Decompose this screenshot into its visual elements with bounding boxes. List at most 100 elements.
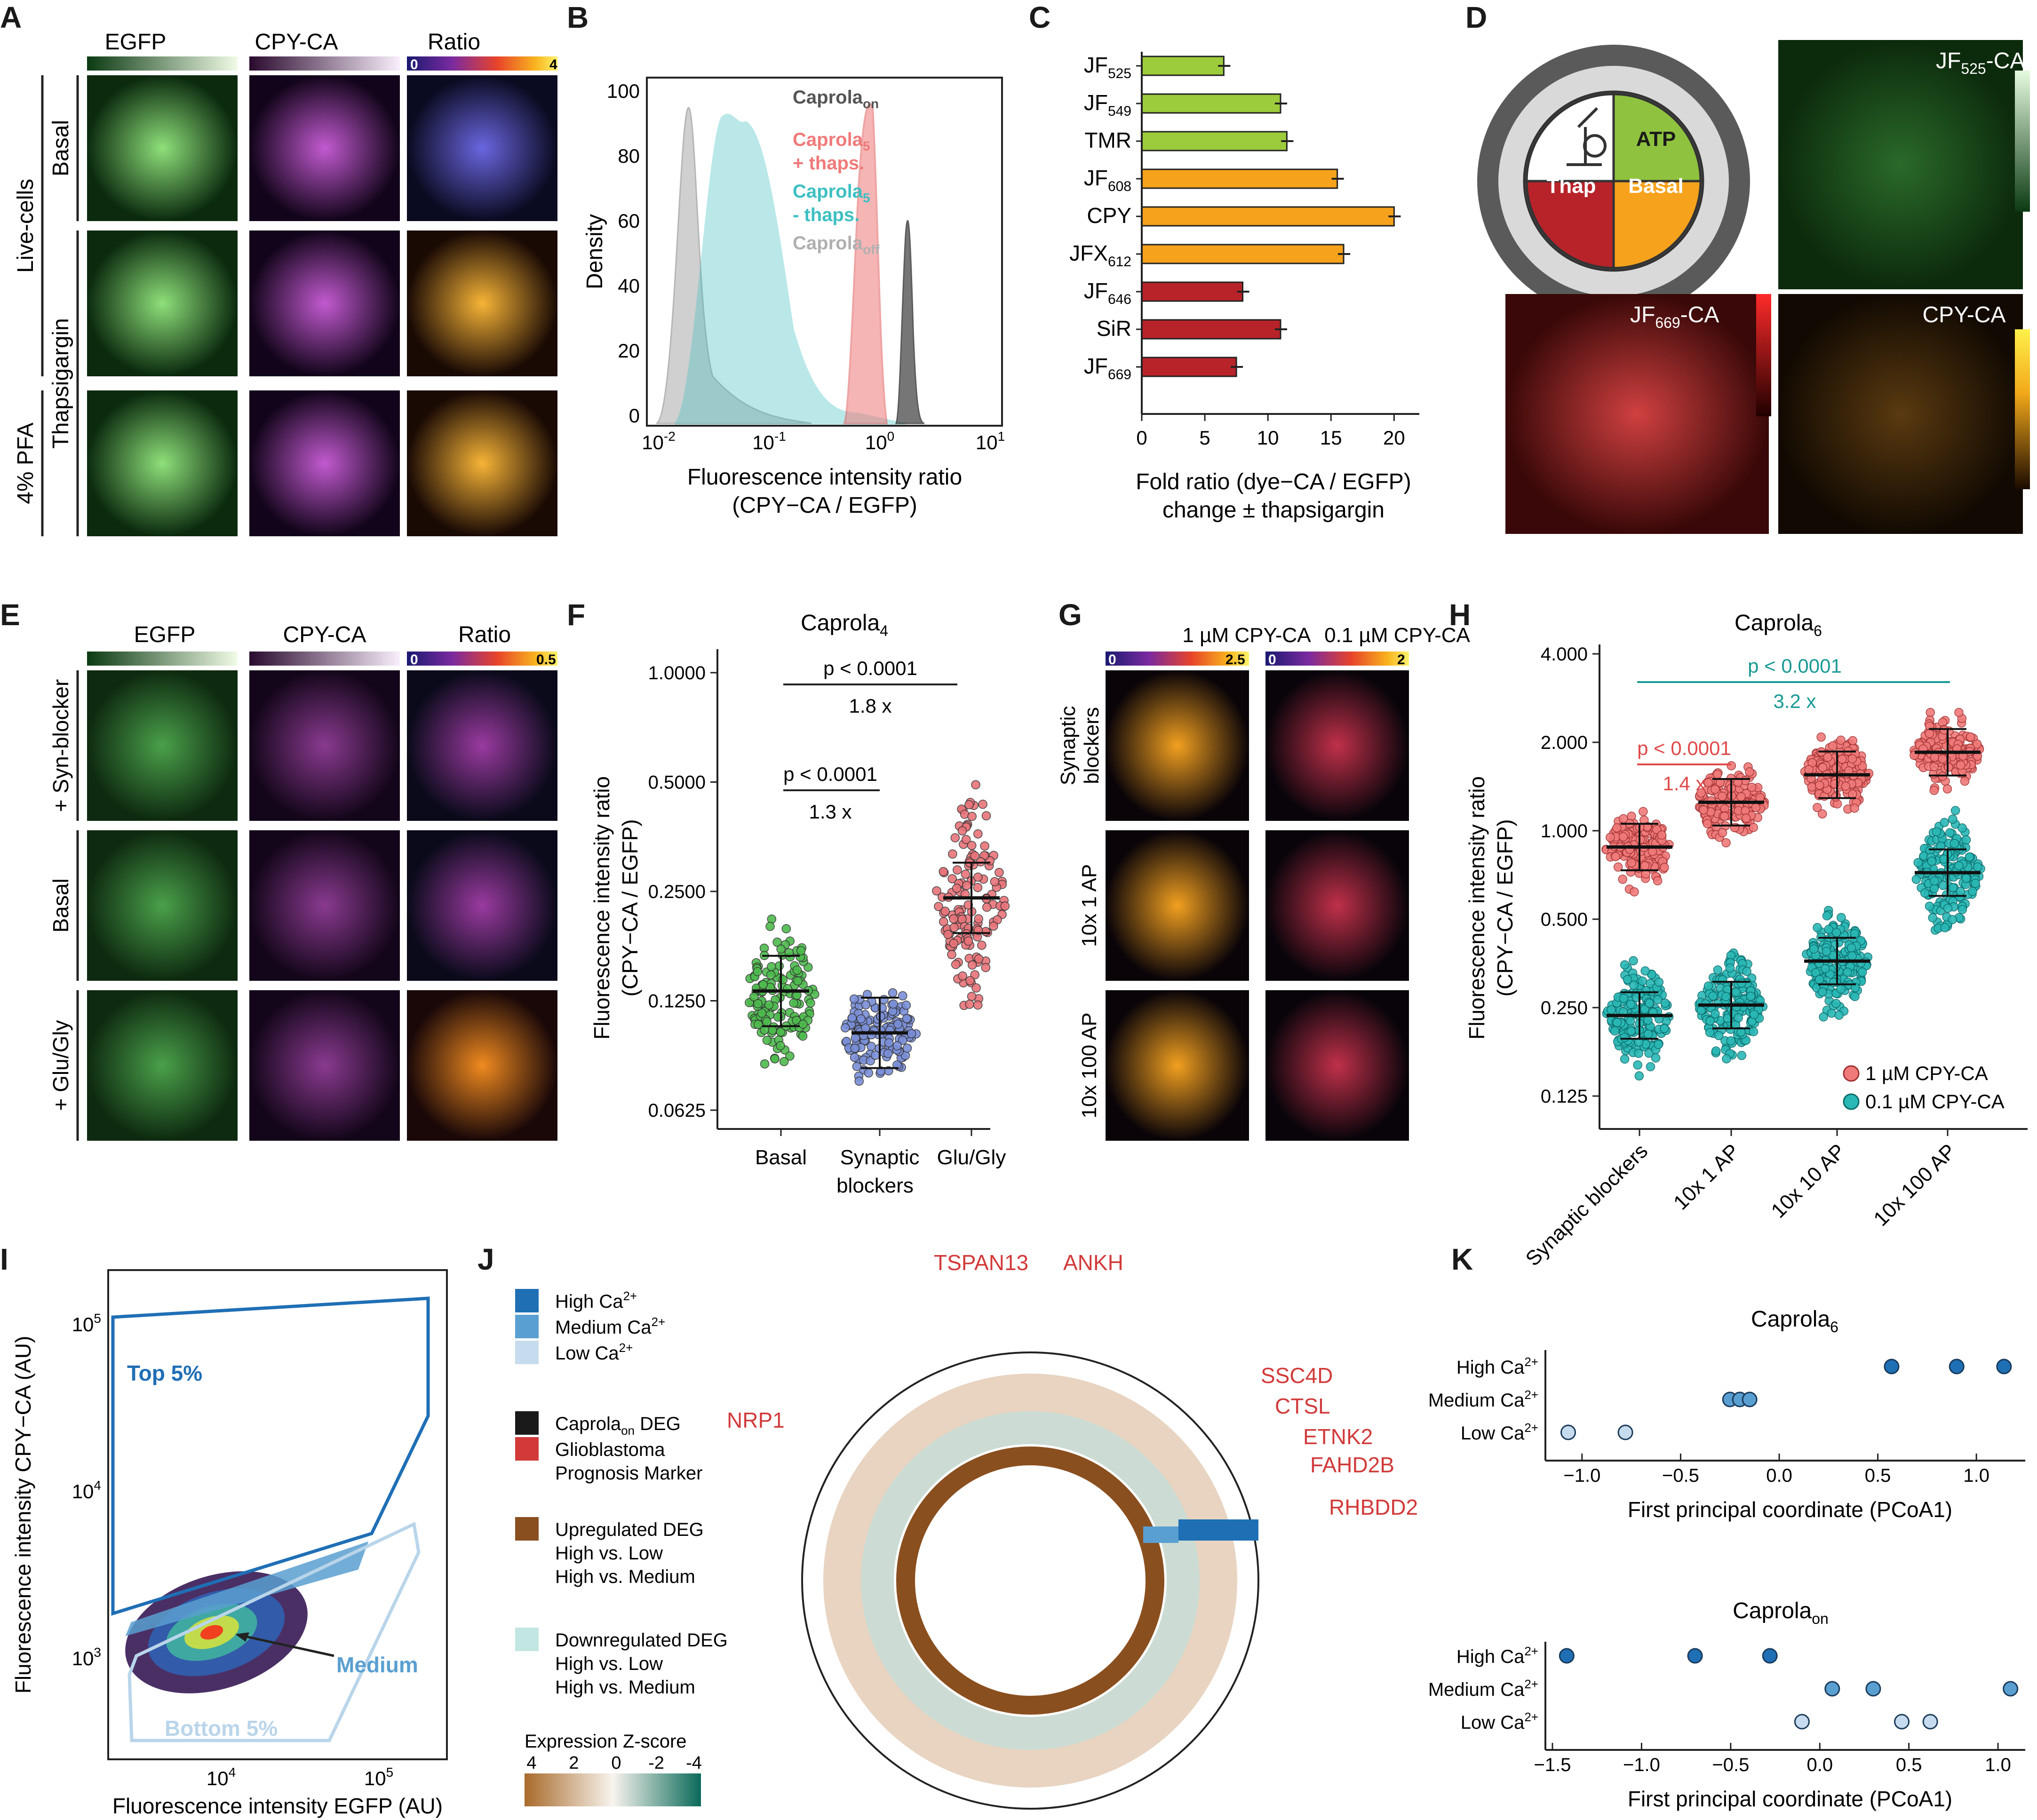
c-bar bbox=[1141, 168, 1338, 189]
f-point bbox=[940, 906, 950, 916]
h-xcat: 10x 1 AP bbox=[1669, 1139, 1744, 1214]
panel-j: High Ca2+ Medium Ca2+ Low Ca2+ Caprolaon… bbox=[515, 1250, 1418, 1810]
f-point bbox=[967, 841, 977, 850]
panel-label-h: H bbox=[1449, 598, 1471, 632]
i-ytick-5: 105 bbox=[72, 1311, 101, 1335]
h-point bbox=[1736, 792, 1746, 802]
f-point bbox=[934, 902, 943, 911]
h-point bbox=[1938, 881, 1948, 890]
a-img-cpy-pfa bbox=[249, 390, 400, 536]
f-point bbox=[776, 1041, 785, 1050]
h-point bbox=[1638, 976, 1647, 986]
g-row-syn: Synaptic bbox=[1057, 706, 1080, 786]
d-wheel-thap: Thap bbox=[1546, 175, 1596, 198]
f-point bbox=[850, 1043, 860, 1053]
a-cbar-max: 4 bbox=[549, 57, 557, 72]
g-img-1-100ap bbox=[1106, 990, 1249, 1141]
h-point bbox=[1611, 852, 1621, 861]
h-point bbox=[1811, 968, 1821, 978]
h-point bbox=[1747, 782, 1757, 792]
f-point bbox=[768, 1025, 777, 1035]
panel-i: Top 5% Medium Bottom 5% 103 104 105 104 … bbox=[11, 1269, 448, 1818]
panel-label-k: K bbox=[1451, 1242, 1473, 1276]
h-legend-1: 1 µM CPY-CA bbox=[1865, 1062, 1988, 1084]
d-cbar-green bbox=[2015, 71, 2030, 212]
a-cbar-min: 0 bbox=[410, 57, 418, 72]
h-point bbox=[1971, 878, 1980, 888]
j-legend-high: High Ca2+ bbox=[555, 1289, 637, 1312]
j-z-4: 4 bbox=[526, 1753, 536, 1773]
f-point bbox=[852, 1062, 862, 1071]
h-point bbox=[1927, 857, 1937, 866]
f-point bbox=[785, 1051, 795, 1061]
h-point bbox=[1948, 883, 1958, 892]
h-point bbox=[1815, 780, 1824, 790]
i-xtick-5: 105 bbox=[364, 1765, 393, 1789]
j-z-m2: -2 bbox=[648, 1753, 664, 1773]
f-point bbox=[950, 833, 960, 842]
e-img-ratio-syn bbox=[407, 670, 557, 821]
g-img-2-syn bbox=[1265, 670, 1409, 821]
f-point bbox=[932, 886, 941, 896]
h-point bbox=[1841, 781, 1850, 791]
h-point bbox=[1822, 946, 1831, 956]
h-point bbox=[1954, 707, 1964, 717]
j-gene-rhbdd2: RHBDD2 bbox=[1329, 1495, 1418, 1519]
h-point bbox=[1619, 814, 1628, 824]
h-point bbox=[1954, 861, 1964, 871]
f-point bbox=[776, 944, 786, 954]
f-point bbox=[958, 971, 967, 981]
f-ytick-label: 0.0625 bbox=[648, 1100, 706, 1121]
g-cbar1-max: 2.5 bbox=[1225, 652, 1245, 668]
h-point bbox=[1711, 1046, 1721, 1056]
j-legend-down: Downregulated DEG bbox=[555, 1630, 728, 1651]
c-bar bbox=[1141, 206, 1395, 227]
a-colorbar-egfp bbox=[87, 56, 238, 71]
f-point bbox=[973, 829, 983, 839]
h-point bbox=[1949, 839, 1959, 848]
b-curve-caprola-on bbox=[895, 220, 925, 424]
h-point bbox=[1823, 752, 1833, 762]
h-point bbox=[1925, 729, 1934, 739]
h-point bbox=[1749, 1027, 1759, 1036]
panel-f: Caprola4 Fluorescence intensity ratio (C… bbox=[589, 611, 1010, 1197]
h-point bbox=[1973, 862, 1982, 872]
a-row-basal: Basal bbox=[48, 120, 73, 176]
k2-xtick-label: 0.5 bbox=[1896, 1755, 1922, 1775]
f-point bbox=[850, 1053, 859, 1062]
g-img-2-100ap bbox=[1265, 990, 1409, 1141]
h-point bbox=[1847, 951, 1857, 961]
f-point bbox=[781, 924, 791, 934]
d-wheel-atp: ATP bbox=[1636, 127, 1676, 151]
h-point bbox=[1749, 1009, 1759, 1019]
h-point bbox=[1620, 1033, 1629, 1042]
f-point bbox=[965, 976, 975, 986]
j-legend-prognosis: Prognosis Marker bbox=[555, 1463, 702, 1484]
h-point bbox=[1721, 838, 1731, 848]
e-img-cpy-syn bbox=[249, 670, 400, 821]
h-point bbox=[1640, 1004, 1649, 1014]
a-img-egfp-pfa bbox=[87, 390, 238, 536]
b-xlabel2: (CPY−CA / EGFP) bbox=[732, 493, 917, 518]
d-cbar-orange bbox=[2015, 329, 2030, 489]
h-point bbox=[1813, 803, 1822, 812]
k2-xlabel: First principal coordinate (PCoA1) bbox=[1628, 1787, 1952, 1811]
j-z-2: 2 bbox=[569, 1753, 579, 1773]
g-cbar2-max: 2 bbox=[1397, 652, 1405, 668]
j-z-0: 0 bbox=[611, 1753, 621, 1773]
f-point bbox=[1000, 901, 1010, 911]
f-point bbox=[981, 927, 991, 937]
h-point bbox=[1713, 965, 1723, 975]
f-point bbox=[973, 882, 983, 892]
h-point bbox=[1733, 778, 1743, 787]
h-xcat: 10x 100 AP bbox=[1869, 1139, 1960, 1231]
j-legend-glio: Glioblastoma bbox=[555, 1439, 665, 1460]
h-point bbox=[1727, 761, 1736, 771]
a-img-ratio-pfa bbox=[407, 390, 557, 536]
f-point bbox=[980, 841, 989, 851]
e-col-ratio: Ratio bbox=[458, 622, 511, 647]
f-point bbox=[989, 921, 998, 931]
h-point bbox=[1734, 1013, 1743, 1023]
g-row-1ap: 10x 1 AP bbox=[1078, 864, 1101, 947]
b-ytick-40: 40 bbox=[618, 275, 640, 297]
